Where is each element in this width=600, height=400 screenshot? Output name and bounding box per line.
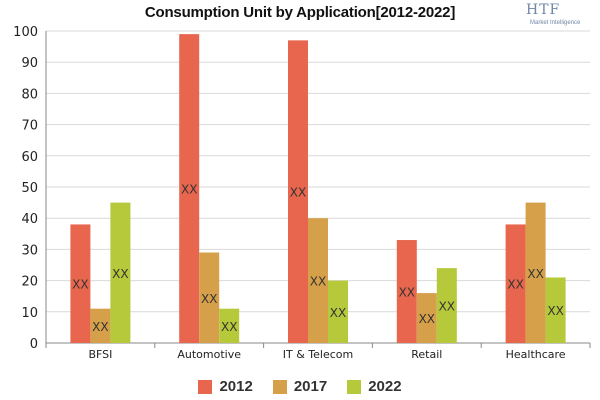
bar-2017-bfsi: [90, 308, 111, 343]
y-tick-label: 10: [21, 306, 38, 321]
bar-data-label: XX: [310, 275, 326, 289]
x-tick-label: Retail: [411, 348, 442, 361]
bar-data-label: XX: [181, 183, 197, 197]
bar-data-label: XX: [290, 186, 306, 200]
bar-2017-automotive: [199, 252, 220, 343]
chart-legend: 2012 2017 2022: [0, 378, 600, 395]
y-tick-label: 30: [21, 243, 38, 258]
bar-data-label: XX: [112, 267, 128, 281]
y-tick-label: 20: [21, 275, 38, 290]
y-tick-label: 70: [21, 119, 38, 134]
legend-label-2022: 2022: [368, 378, 402, 395]
legend-label-2012: 2012: [219, 378, 253, 395]
x-tick-label: Automotive: [177, 348, 241, 361]
bar-data-label: XX: [72, 278, 88, 292]
legend-item-2012[interactable]: 2012: [198, 378, 253, 395]
bar-2017-it-telecom: [308, 218, 328, 343]
x-tick-label: BFSI: [88, 348, 112, 361]
y-tick-label: 0: [30, 337, 38, 352]
bar-2017-retail: [416, 293, 437, 343]
logo-subtext: Market Intelligence: [530, 20, 581, 26]
bar-2022-retail: [436, 268, 457, 343]
legend-item-2017[interactable]: 2017: [272, 378, 328, 395]
legend-item-2022[interactable]: 2022: [347, 378, 402, 395]
legend-swatch-2022: [347, 379, 362, 394]
bar-2012-healthcare: [505, 224, 526, 343]
bar-2022-healthcare: [545, 277, 566, 343]
bar-data-label: XX: [419, 312, 435, 326]
x-tick-label: IT & Telecom: [283, 348, 353, 361]
bar-data-label: XX: [507, 278, 523, 292]
y-tick-label: 50: [21, 181, 38, 196]
bar-2012-it-telecom: [288, 40, 308, 344]
bar-data-label: XX: [92, 320, 108, 334]
y-tick-label: 60: [21, 150, 38, 165]
y-tick-label: 100: [13, 25, 38, 40]
y-tick-label: 90: [21, 56, 38, 71]
chart-title: Consumption Unit by Application[2012-202…: [144, 4, 456, 21]
bar-data-label: XX: [439, 300, 455, 314]
bar-2022-automotive: [219, 308, 240, 343]
bar-data-label: XX: [399, 286, 415, 300]
y-tick-label: 40: [21, 212, 38, 227]
bar-data-label: XX: [527, 267, 543, 281]
legend-swatch-2012: [198, 379, 213, 394]
logo-text: HTF: [526, 2, 561, 18]
bar-2022-bfsi: [110, 202, 131, 343]
bar-data-label: XX: [201, 292, 217, 306]
bar-2012-automotive: [179, 34, 200, 344]
bar-data-label: XX: [547, 304, 563, 318]
x-tick-label: Healthcare: [506, 348, 566, 361]
legend-swatch-2017: [272, 379, 287, 394]
bar-2017-healthcare: [525, 202, 546, 343]
bar-2022-it-telecom: [328, 280, 348, 343]
bar-data-label: XX: [330, 306, 346, 320]
y-tick-label: 80: [21, 87, 38, 102]
htf-logo: HTF Market Intelligence: [526, 2, 586, 32]
bar-2012-retail: [396, 240, 417, 343]
bar-2012-bfsi: [70, 224, 91, 343]
legend-label-2017: 2017: [293, 378, 328, 395]
bar-data-label: XX: [221, 320, 237, 334]
